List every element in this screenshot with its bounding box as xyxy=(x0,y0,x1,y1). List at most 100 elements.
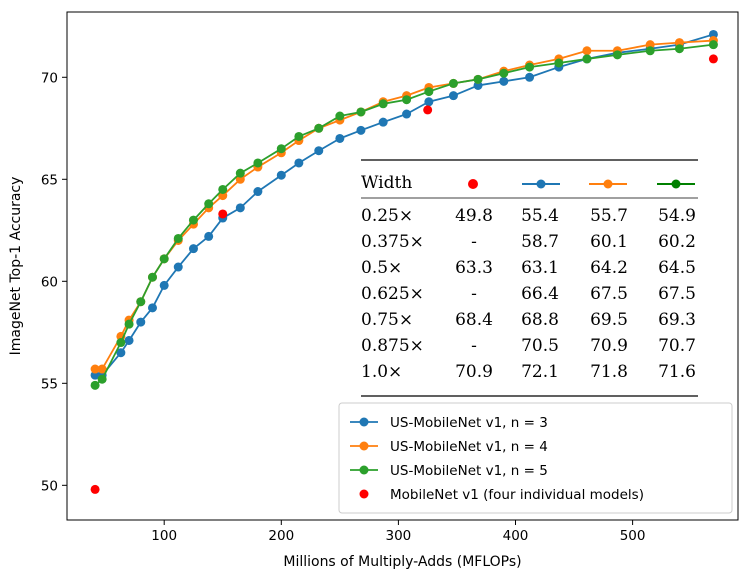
series-4 xyxy=(90,54,718,494)
table-cell: 68.4 xyxy=(455,310,493,330)
table-cell: 49.8 xyxy=(455,206,493,226)
table-cell-width: 1.0× xyxy=(361,362,402,382)
data-point xyxy=(294,131,304,141)
data-point xyxy=(423,105,433,115)
table-cell: 70.9 xyxy=(590,336,628,356)
table-cell: 64.5 xyxy=(658,258,696,278)
series-layer xyxy=(90,29,718,494)
data-point xyxy=(582,46,592,56)
table-cell-width: 0.625× xyxy=(361,284,424,304)
table-cell: - xyxy=(471,336,477,356)
table-cell-width: 0.375× xyxy=(361,232,424,252)
data-point xyxy=(173,233,183,243)
data-point xyxy=(136,297,146,307)
table-header-width: Width xyxy=(361,173,412,193)
table-cell: 70.5 xyxy=(521,336,559,356)
data-point xyxy=(356,107,366,117)
data-point xyxy=(159,254,169,264)
x-tick-label: 400 xyxy=(503,528,529,544)
data-point xyxy=(473,74,483,84)
data-point xyxy=(402,109,412,119)
table-cell: 68.8 xyxy=(521,310,559,330)
table-header-dot-marker xyxy=(536,179,546,189)
data-point xyxy=(235,203,245,213)
data-point xyxy=(97,374,107,384)
table-cell: 70.9 xyxy=(455,362,493,382)
data-point xyxy=(525,62,535,72)
data-point xyxy=(424,87,434,97)
legend-marker xyxy=(359,489,369,499)
table-cell: - xyxy=(471,284,477,304)
data-point xyxy=(90,380,100,390)
data-point xyxy=(159,280,169,290)
table-cell: 60.2 xyxy=(658,232,696,252)
data-point xyxy=(314,123,324,133)
table-cell: 71.6 xyxy=(658,362,696,382)
data-point xyxy=(378,99,388,109)
data-point xyxy=(147,272,157,282)
legend-label: US-MobileNet v1, n = 4 xyxy=(390,439,548,455)
table-cell: - xyxy=(471,232,477,252)
data-point xyxy=(276,144,286,154)
table-cell-width: 0.5× xyxy=(361,258,402,278)
table-header-dot-marker xyxy=(671,179,681,189)
y-axis-label: ImageNet Top-1 Accuracy xyxy=(8,177,24,356)
y-tick-label: 50 xyxy=(41,478,58,494)
table-cell: 60.1 xyxy=(590,232,628,252)
data-point xyxy=(335,111,345,121)
data-point xyxy=(116,338,126,348)
y-tick-label: 60 xyxy=(41,274,58,290)
data-point xyxy=(402,95,412,105)
data-point xyxy=(124,335,134,345)
data-point xyxy=(448,78,458,88)
table-cell: 67.5 xyxy=(658,284,696,304)
table-cell-width: 0.875× xyxy=(361,336,424,356)
x-tick-label: 300 xyxy=(386,528,412,544)
legend-box xyxy=(338,402,733,514)
data-point xyxy=(90,364,100,374)
data-point xyxy=(90,484,100,494)
legend: US-MobileNet v1, n = 3 US-MobileNet v1, n… xyxy=(338,402,733,514)
table-cell: 55.4 xyxy=(521,206,559,226)
data-point xyxy=(253,158,263,168)
y-tick-label: 65 xyxy=(41,172,58,188)
table-cell: 69.3 xyxy=(658,310,696,330)
table-cell: 54.9 xyxy=(658,206,696,226)
table-cell: 71.8 xyxy=(590,362,628,382)
x-tick-label: 200 xyxy=(268,528,294,544)
ticks-layer: 100 200 300 400 500 50 55 60 65 70 xyxy=(41,70,646,544)
data-point xyxy=(97,364,107,374)
data-point xyxy=(582,54,592,64)
x-tick-label: 100 xyxy=(151,528,177,544)
x-tick-label: 500 xyxy=(620,528,646,544)
x-axis-label: Millions of Multiply-Adds (MFLOPs) xyxy=(283,554,521,570)
table-cell: 55.7 xyxy=(590,206,628,226)
data-point xyxy=(173,262,183,272)
data-point xyxy=(276,170,286,180)
table-cell: 69.5 xyxy=(590,310,628,330)
data-point xyxy=(378,117,388,127)
data-point xyxy=(235,168,245,178)
table-cell: 67.5 xyxy=(590,284,628,304)
table-cell: 63.1 xyxy=(521,258,559,278)
table-background xyxy=(348,152,710,404)
y-tick-label: 55 xyxy=(41,376,58,392)
data-point xyxy=(294,158,304,168)
table-cell: 66.4 xyxy=(521,284,559,304)
data-point xyxy=(448,91,458,101)
data-point xyxy=(708,54,718,64)
data-point xyxy=(708,40,718,50)
data-point xyxy=(335,133,345,143)
data-point xyxy=(218,209,228,219)
data-point xyxy=(525,72,535,82)
legend-marker xyxy=(359,465,369,475)
data-point xyxy=(314,146,324,156)
data-point xyxy=(356,125,366,135)
legend-label: US-MobileNet v1, n = 5 xyxy=(390,463,548,479)
results-table: Width 0.25× 49.8 55.4 55.7 54.9 0.375× - 58.7 60.… xyxy=(348,152,710,404)
legend-label: US-MobileNet v1, n = 3 xyxy=(390,415,548,431)
data-point xyxy=(188,215,198,225)
data-point xyxy=(204,199,214,209)
table-cell-width: 0.25× xyxy=(361,206,413,226)
